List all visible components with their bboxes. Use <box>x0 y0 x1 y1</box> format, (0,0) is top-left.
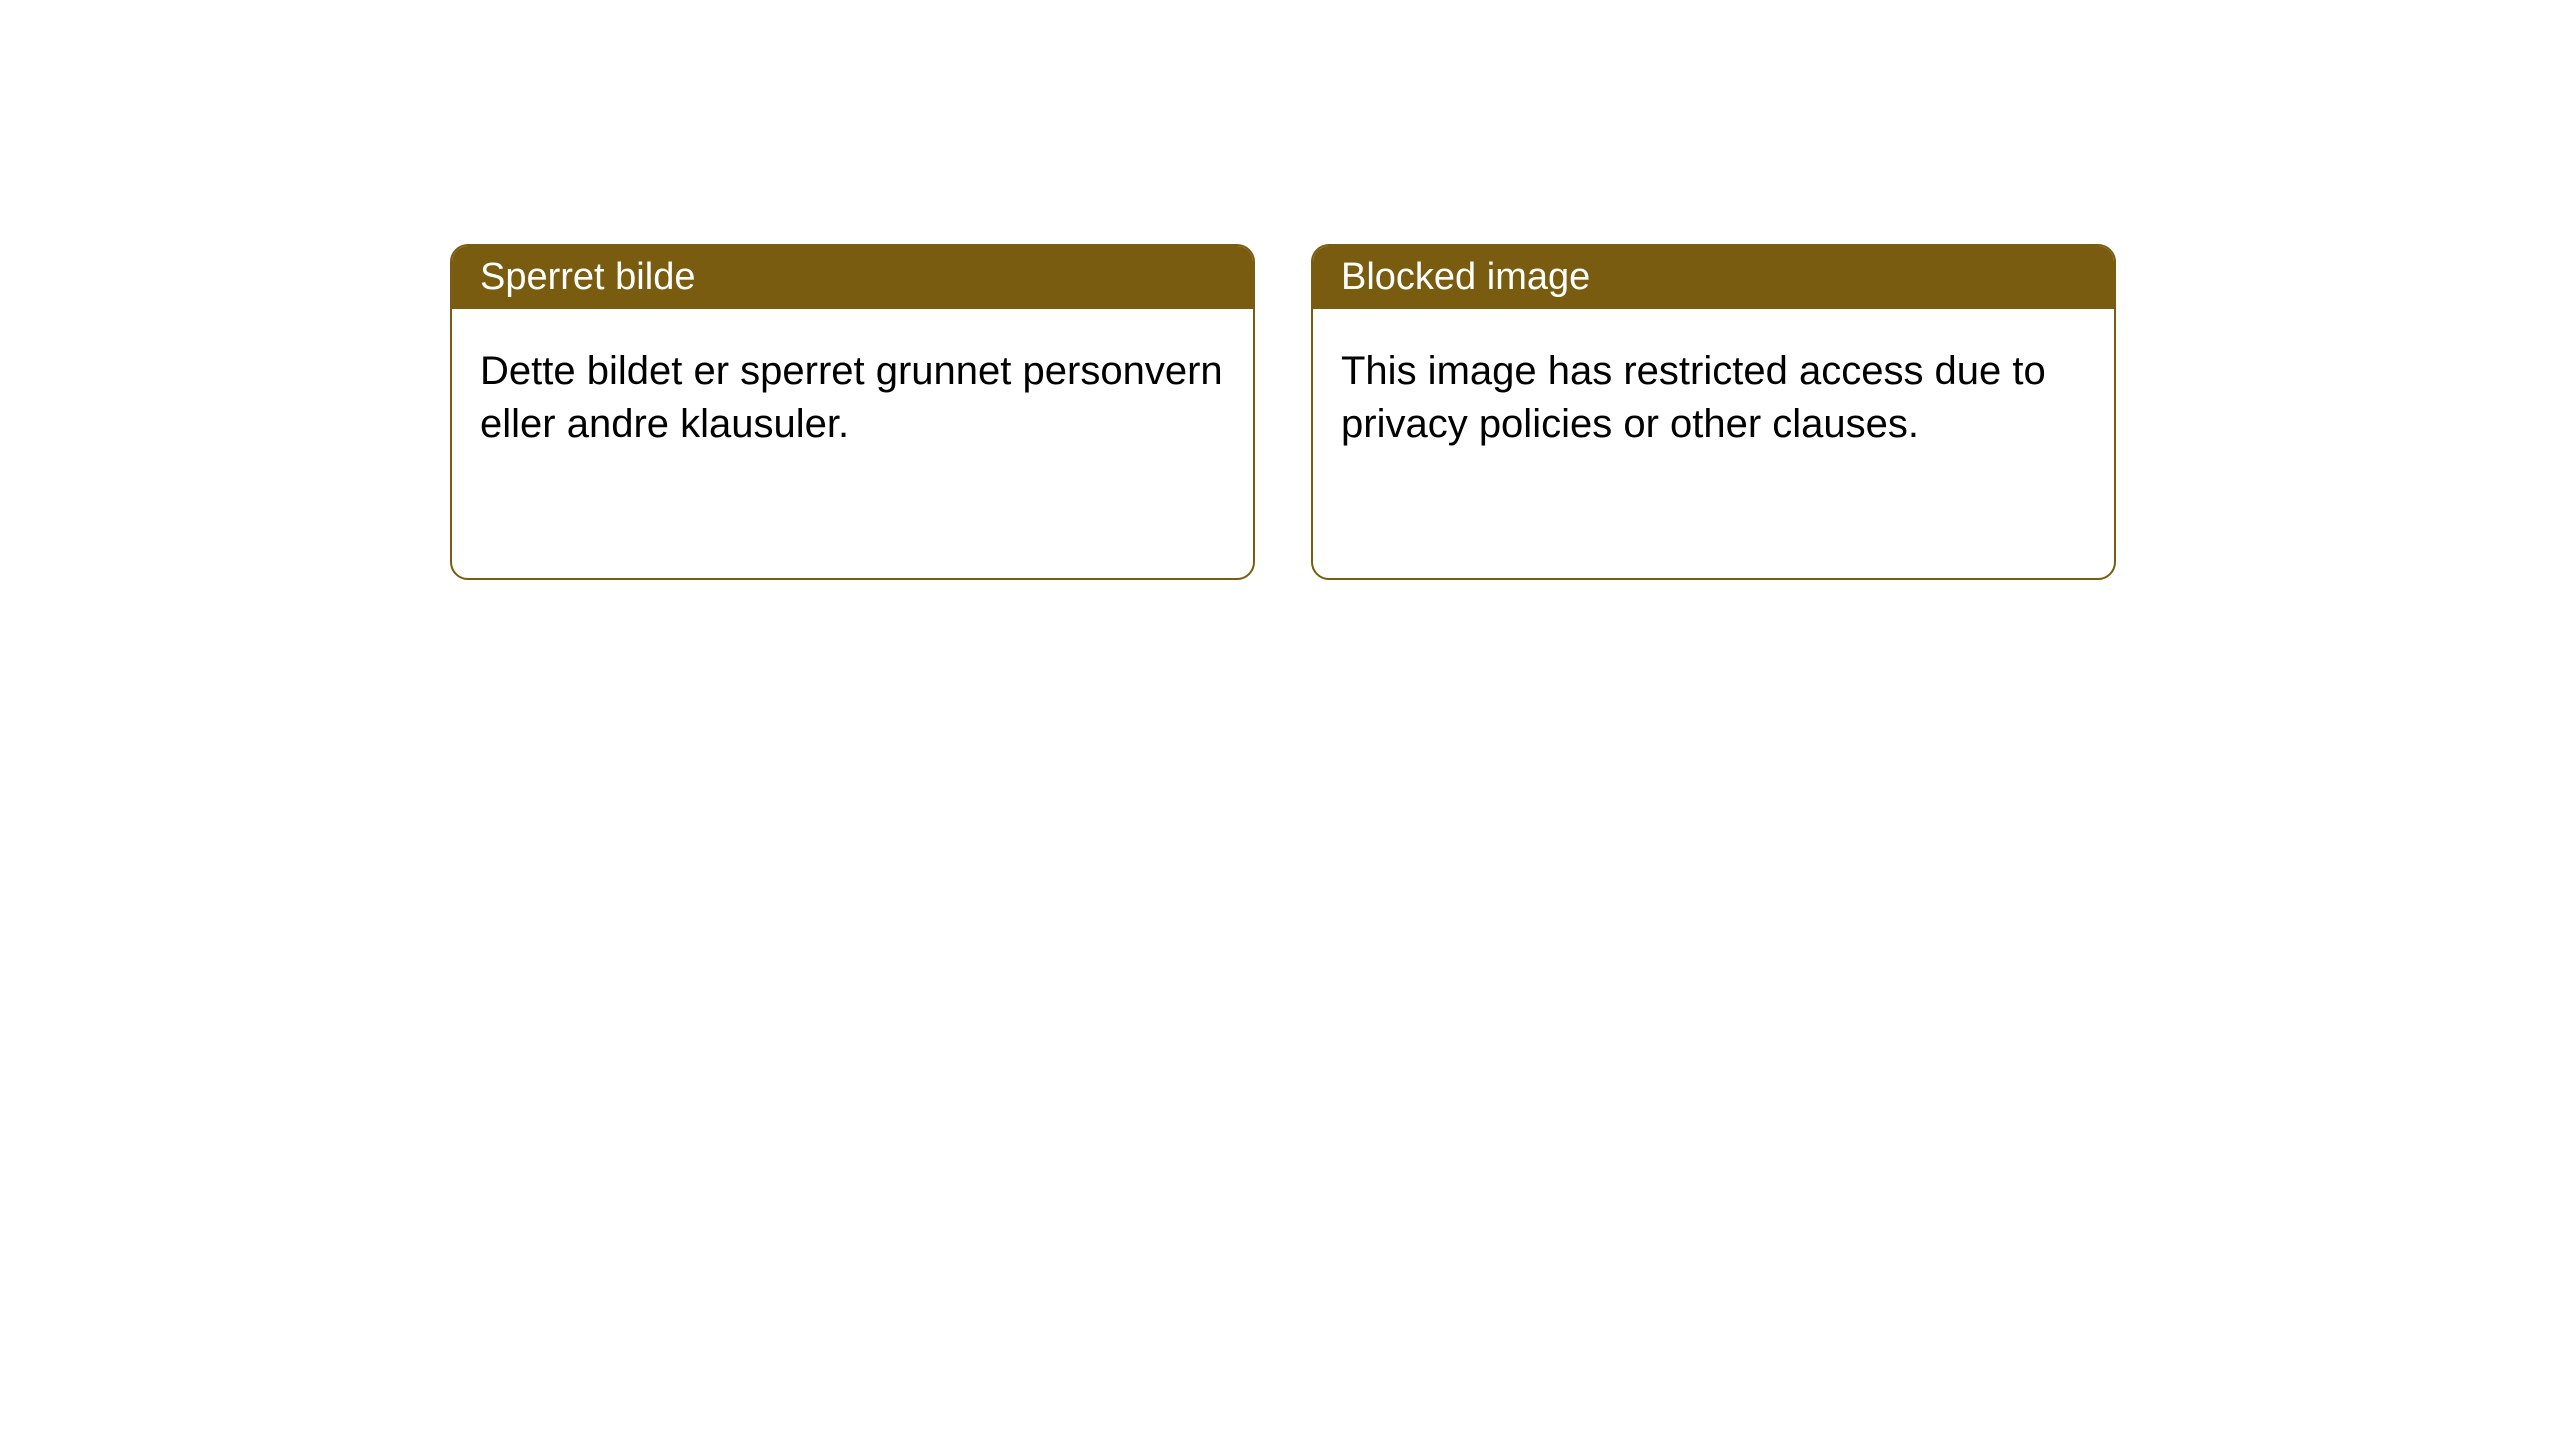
card-title-english: Blocked image <box>1313 246 2114 309</box>
card-body-norwegian: Dette bildet er sperret grunnet personve… <box>452 309 1253 487</box>
blocked-image-card-english: Blocked image This image has restricted … <box>1311 244 2116 580</box>
card-body-english: This image has restricted access due to … <box>1313 309 2114 487</box>
blocked-image-card-norwegian: Sperret bilde Dette bildet er sperret gr… <box>450 244 1255 580</box>
notice-container: Sperret bilde Dette bildet er sperret gr… <box>0 0 2560 580</box>
card-title-norwegian: Sperret bilde <box>452 246 1253 309</box>
